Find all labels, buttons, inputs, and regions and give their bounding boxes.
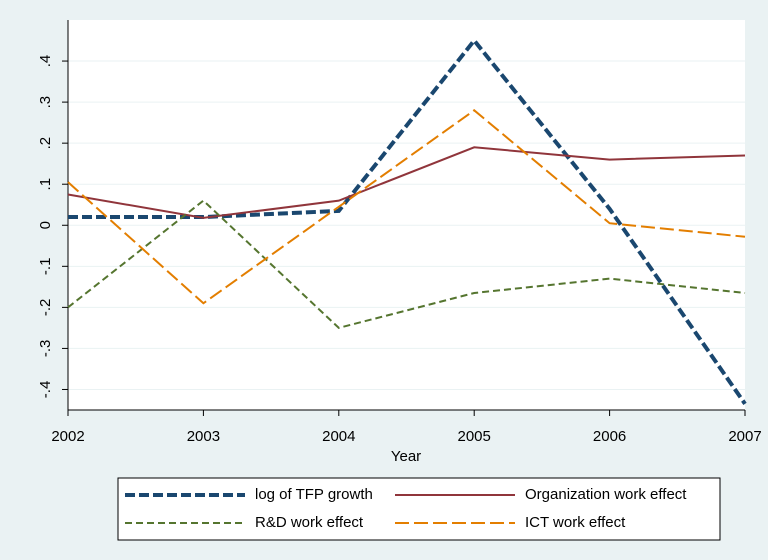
- y-tick-label: 0: [37, 221, 54, 229]
- x-tick-label: 2004: [322, 428, 355, 445]
- x-tick-label: 2002: [51, 428, 84, 445]
- y-tick-label: -.1: [37, 258, 54, 276]
- legend-label: Organization work effect: [525, 486, 687, 503]
- y-tick-label: -.2: [37, 299, 54, 317]
- legend-box: [117, 477, 721, 541]
- y-tick-label: .4: [37, 55, 54, 68]
- x-tick-label: 2007: [728, 428, 761, 445]
- x-tick-label: 2003: [187, 428, 220, 445]
- series-line: [67, 199, 746, 330]
- series-line: [67, 109, 746, 305]
- y-tick-label: .1: [37, 178, 54, 191]
- x-axis-title: Year: [391, 448, 421, 465]
- series-line: [67, 146, 746, 219]
- y-tick-label: .2: [37, 137, 54, 150]
- plot-region: [68, 20, 745, 410]
- series-line: [68, 37, 747, 405]
- legend-label: R&D work effect: [255, 514, 364, 531]
- legend-label: log of TFP growth: [255, 486, 373, 503]
- x-tick-label: 2006: [593, 428, 626, 445]
- y-tick-label: -.4: [37, 381, 54, 399]
- y-tick-label: -.3: [37, 340, 54, 358]
- x-tick-label: 2005: [458, 428, 491, 445]
- y-tick-label: .3: [37, 96, 54, 109]
- legend-label: ICT work effect: [525, 514, 626, 531]
